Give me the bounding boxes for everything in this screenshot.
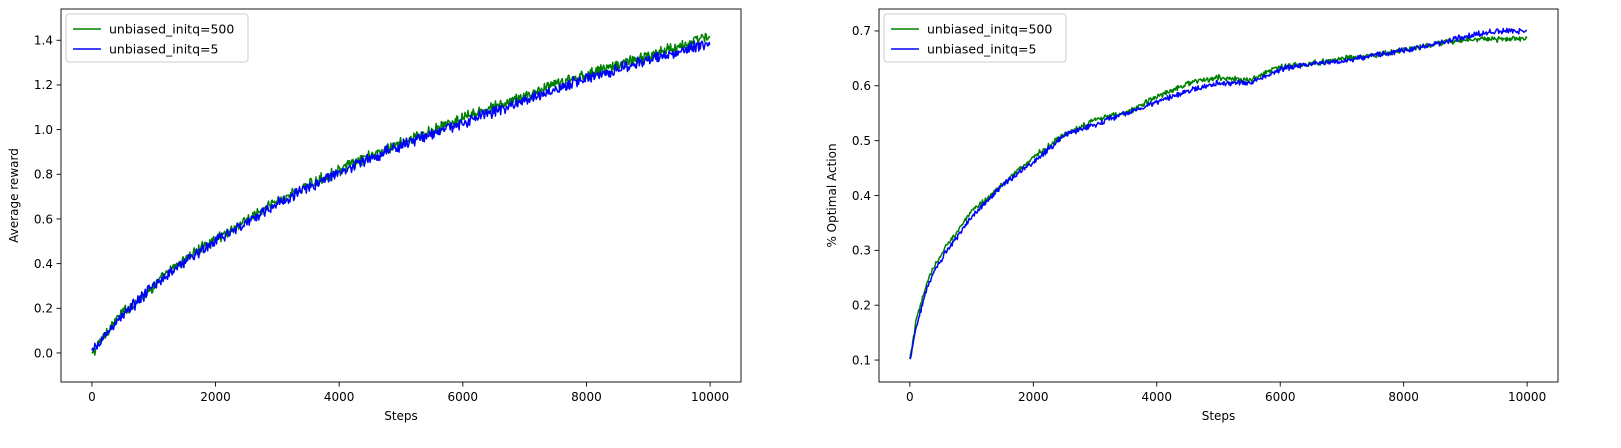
y-tick-label: 0.2 <box>852 299 871 313</box>
chart-2: 0 2000 4000 6000 8000 10000 0.1 0.2 0.3 0.4 0.5 0.6… <box>825 8 1559 423</box>
y-tick-label: 1.0 <box>34 123 53 137</box>
y-tick-label: 0.8 <box>34 168 53 182</box>
y-tick-label: 1.2 <box>34 78 53 92</box>
x-tick-label: 8000 <box>1388 390 1419 404</box>
series-line-1 <box>91 32 711 356</box>
legend-label: unbiased_initq=500 <box>109 22 234 37</box>
y-tick-label: 0.6 <box>852 79 871 93</box>
axes-frame <box>878 8 1559 383</box>
x-tick-label: 10000 <box>691 390 729 404</box>
y-tick-label: 0.1 <box>852 353 871 367</box>
x-axis-label: Steps <box>1202 409 1236 423</box>
chart-1: 0 2000 4000 6000 8000 10000 0.0 0.2 0.4 0.6 0.8 1.0… <box>7 8 742 423</box>
x-tick-label: 0 <box>88 390 96 404</box>
x-tick-label: 6000 <box>1265 390 1296 404</box>
x-tick-label: 2000 <box>1018 390 1049 404</box>
y-tick-label: 0.2 <box>34 302 53 316</box>
y-tick-label: 0.5 <box>852 134 871 148</box>
y-tick-label: 0.3 <box>852 244 871 258</box>
legend-label: unbiased_initq=5 <box>927 42 1036 57</box>
series-line-2 <box>909 27 1528 360</box>
x-tick-label: 10000 <box>1508 390 1546 404</box>
axes-frame <box>60 8 742 383</box>
x-tick-label: 6000 <box>448 390 479 404</box>
y-tick-label: 0.4 <box>34 257 53 271</box>
legend-box <box>883 13 1067 63</box>
x-tick-label: 2000 <box>200 390 231 404</box>
y-axis-label: Average reward <box>7 148 21 243</box>
x-tick-label: 4000 <box>1141 390 1172 404</box>
y-tick-label: 0.0 <box>34 346 53 360</box>
y-tick-label: 0.6 <box>34 212 53 226</box>
series-line-2 <box>91 40 711 352</box>
y-tick-label: 1.4 <box>34 34 53 48</box>
legend-label: unbiased_initq=500 <box>927 22 1052 37</box>
y-tick-label: 0.7 <box>852 24 871 38</box>
x-axis-label: Steps <box>384 409 418 423</box>
y-axis-label: % Optimal Action <box>825 143 839 247</box>
legend-label: unbiased_initq=5 <box>109 42 218 57</box>
x-tick-label: 0 <box>906 390 914 404</box>
y-tick-label: 0.4 <box>852 189 871 203</box>
x-tick-label: 8000 <box>571 390 602 404</box>
legend-box <box>65 13 249 63</box>
x-tick-label: 4000 <box>324 390 355 404</box>
